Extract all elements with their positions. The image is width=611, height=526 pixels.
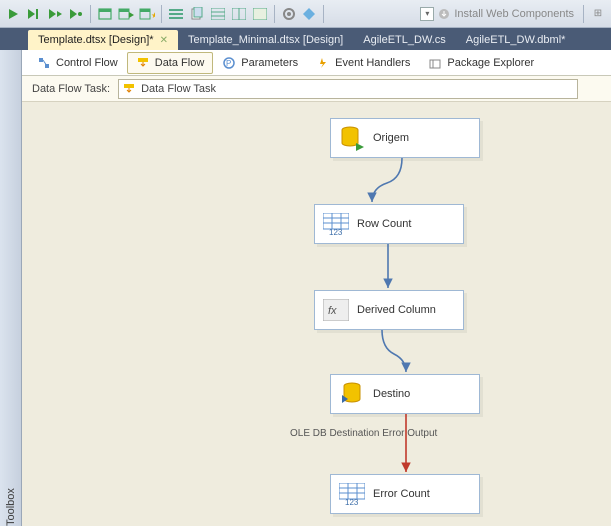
install-label: Install Web Components [454,8,574,20]
list2-icon[interactable] [209,5,227,23]
toolbar-group-run [4,5,85,23]
event-handlers-icon [316,56,330,70]
gear-icon[interactable] [280,5,298,23]
node-label: Row Count [357,218,411,230]
close-icon[interactable]: ✕ [160,35,168,46]
down-arrow-icon[interactable]: ▾ [420,7,434,21]
grid-123-icon: 123 [339,481,365,507]
main-toolbar: ★ ▾ Install Web Components ⊞ [0,0,611,28]
svg-text:P: P [226,59,231,68]
db-source-icon [339,125,365,151]
control-flow-icon [37,56,51,70]
db-dest-icon [339,381,365,407]
data-flow-task-bar: Data Flow Task: Data Flow Task [22,76,611,102]
doc-tab-template[interactable]: Template.dtsx [Design]* ✕ [28,30,178,50]
extra-icon[interactable]: ⊞ [589,5,607,23]
svg-text:123: 123 [345,498,359,505]
node-label: Derived Column [357,304,436,316]
designer-area: Control Flow Data Flow P Parameters Even… [22,50,611,526]
tab-parameters[interactable]: P Parameters [213,52,307,74]
diamond-icon[interactable] [300,5,318,23]
package-explorer-icon [428,56,442,70]
svg-text:fx: fx [328,305,337,317]
tab-label: AgileETL_DW.cs [363,34,446,46]
copy-icon[interactable] [188,5,206,23]
design-canvas[interactable]: Origem 123 Row Count fx Derived Column D… [22,102,611,526]
tab-package-explorer[interactable]: Package Explorer [419,52,543,74]
list3-icon[interactable] [230,5,248,23]
tab-control-flow[interactable]: Control Flow [28,52,127,74]
list4-icon[interactable] [251,5,269,23]
play-step-icon[interactable] [25,5,43,23]
node-derived[interactable]: fx Derived Column [314,290,464,330]
node-label: Error Count [373,488,430,500]
tab-label: AgileETL_DW.dbml* [466,34,566,46]
doc-tab-agileetl-cs[interactable]: AgileETL_DW.cs [353,30,456,50]
toolbar-group-list [167,5,269,23]
tab-data-flow[interactable]: Data Flow [127,52,214,74]
svg-text:123: 123 [329,228,343,235]
window-play-icon[interactable] [117,5,135,23]
window-icon[interactable] [96,5,114,23]
toolbar-group-window: ★ [96,5,156,23]
tab-event-handlers[interactable]: Event Handlers [307,52,419,74]
play-into-icon[interactable] [46,5,64,23]
tab-label: Event Handlers [335,57,410,69]
tab-label: Package Explorer [447,57,534,69]
parameters-icon: P [222,56,236,70]
node-label: Destino [373,388,410,400]
edge-origem-rowcount[interactable] [362,158,422,204]
window-star-icon[interactable]: ★ [138,5,156,23]
download-icon [438,8,450,20]
node-errorcount[interactable]: 123 Error Count [330,474,480,514]
doc-tab-agileetl-dbml[interactable]: AgileETL_DW.dbml* [456,30,576,50]
play-out-icon[interactable] [67,5,85,23]
node-destino[interactable]: Destino [330,374,480,414]
designer-tabs: Control Flow Data Flow P Parameters Even… [22,50,611,76]
data-flow-icon [123,83,137,95]
grid-123-icon: 123 [323,211,349,237]
edge-derived-destino[interactable] [372,330,432,374]
node-label: Origem [373,132,409,144]
task-selector[interactable]: Data Flow Task [118,79,578,99]
tab-label: Data Flow [155,57,205,69]
fx-icon: fx [323,297,349,323]
svg-text:★: ★ [151,11,155,20]
tab-label: Template_Minimal.dtsx [Design] [188,34,343,46]
tab-label: Template.dtsx [Design]* [38,34,154,46]
doc-tab-template-minimal[interactable]: Template_Minimal.dtsx [Design] [178,30,353,50]
toolbox-panel[interactable]: Toolbox [0,50,22,526]
play-icon[interactable] [4,5,22,23]
task-value: Data Flow Task [141,83,216,95]
edge-destino-errorcount[interactable] [400,414,412,474]
edge-error-label: OLE DB Destination Error Output [290,428,437,439]
edge-rowcount-derived[interactable] [382,244,394,290]
node-rowcount[interactable]: 123 Row Count [314,204,464,244]
tab-label: Parameters [241,57,298,69]
data-flow-icon [136,56,150,70]
tab-label: Control Flow [56,57,118,69]
node-origem[interactable]: Origem [330,118,480,158]
list-icon[interactable] [167,5,185,23]
task-label: Data Flow Task: [32,83,110,95]
install-web-components[interactable]: ▾ Install Web Components [420,7,578,21]
document-tabs: Template.dtsx [Design]* ✕ Template_Minim… [0,28,611,50]
toolbox-label: Toolbox [5,56,17,526]
